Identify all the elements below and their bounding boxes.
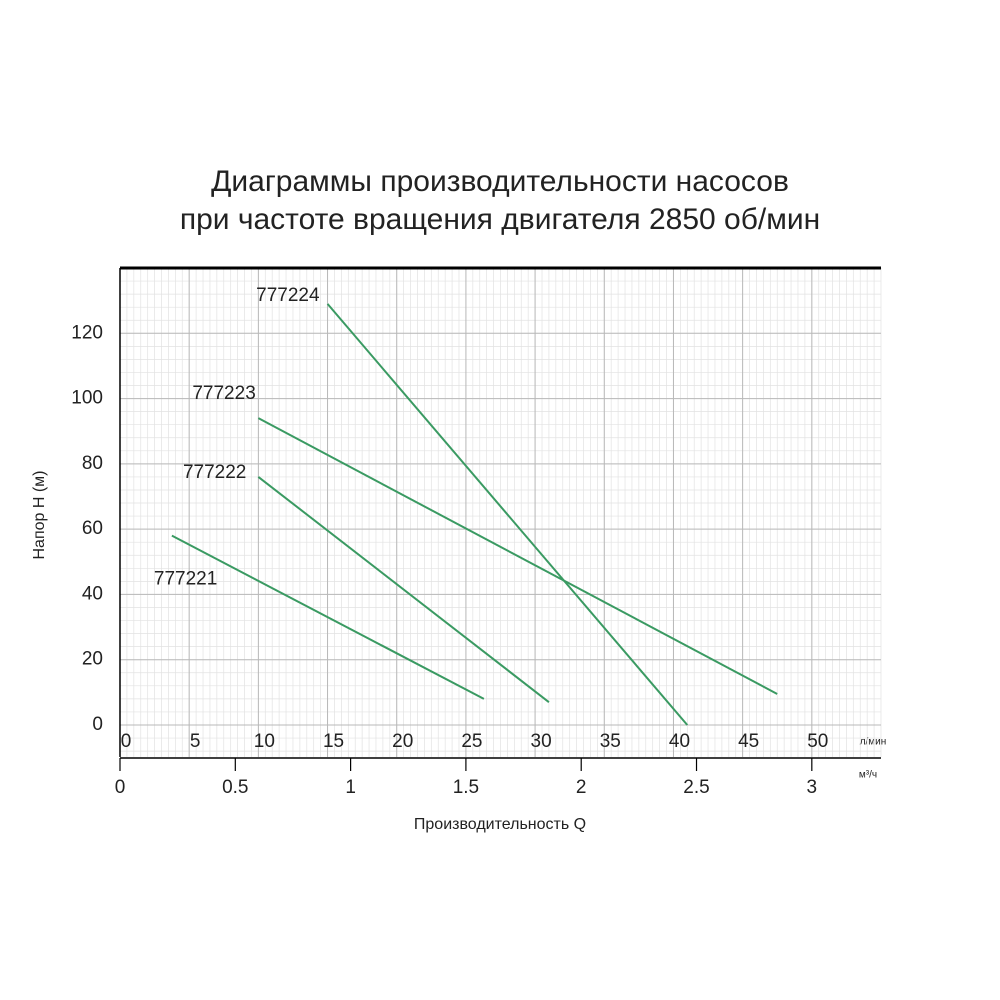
- series-line: [171, 534, 485, 700]
- x-tick-label: 40: [669, 731, 690, 752]
- x-tick-label: 25: [461, 731, 482, 752]
- series-line: [257, 417, 778, 695]
- series-line: [326, 303, 689, 726]
- x-tick-label: 50: [807, 731, 828, 752]
- x-tick-label: 10: [254, 731, 275, 752]
- y-tick-label: 0: [92, 714, 103, 735]
- chart-title: при частоте вращения двигателя 2850 об/м…: [180, 203, 820, 236]
- x-unit: л/мин: [860, 737, 887, 748]
- y-tick-label: 80: [82, 453, 103, 474]
- x-tick-label: 15: [323, 731, 344, 752]
- chart-title: Диаграммы производительности насосов: [211, 165, 789, 198]
- x2-tick-label: 1.5: [453, 777, 479, 798]
- x-tick-label: 20: [392, 731, 413, 752]
- series-label: 777223: [192, 383, 255, 404]
- x2-tick-label: 3: [807, 777, 818, 798]
- series-label: 777224: [256, 285, 320, 306]
- x2-tick-label: 2: [576, 777, 587, 798]
- y-axis-label: Напор H (м): [31, 470, 48, 559]
- x-tick-label: 45: [738, 731, 759, 752]
- x2-tick-label: 1: [345, 777, 356, 798]
- x-tick-label: 5: [190, 731, 201, 752]
- x-axis-label: Производительность Q: [414, 816, 586, 833]
- y-tick-label: 40: [82, 583, 103, 604]
- y-tick-label: 120: [71, 322, 103, 343]
- x-tick-label: 0: [121, 731, 132, 752]
- series-label: 777221: [154, 569, 217, 590]
- x2-tick-label: 0: [115, 777, 126, 798]
- y-tick-label: 60: [82, 518, 103, 539]
- series-label: 777222: [183, 462, 246, 483]
- x2-tick-label: 0.5: [222, 777, 248, 798]
- series-line: [257, 476, 550, 703]
- x-tick-label: 30: [531, 731, 552, 752]
- y-tick-label: 100: [71, 388, 103, 409]
- x-tick-label: 35: [600, 731, 621, 752]
- x2-unit: м³/ч: [859, 770, 877, 781]
- y-tick-label: 20: [82, 649, 103, 670]
- x2-tick-label: 2.5: [683, 777, 709, 798]
